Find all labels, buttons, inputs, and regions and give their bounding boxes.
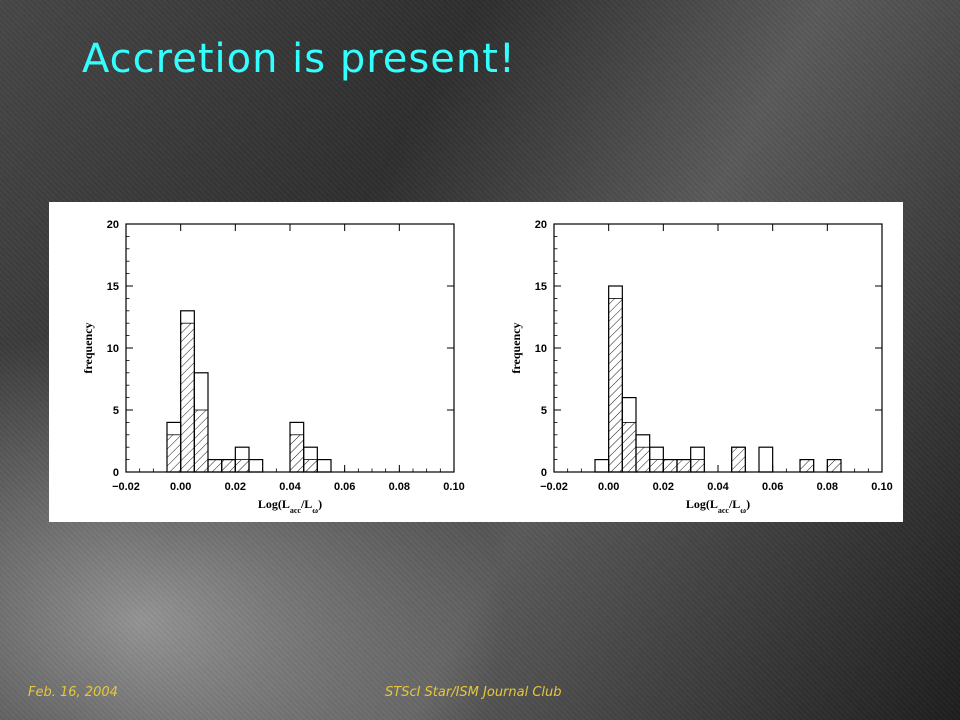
open-bar [316,459,332,473]
y-tick-label: 15 [107,281,119,293]
hatched-bar [731,446,746,473]
x-axis-label: Log(Lacc/Lω) [686,497,750,515]
x-tick-label: 0.02 [653,481,674,493]
x-tick-label: 0.04 [707,481,729,493]
histogram-panel-2: −0.02 0.00 0.02 0.04 0.06 0.08 0.10 0 5 10 15 20 fre… [509,219,893,515]
x-tick-label: −0.02 [112,481,140,493]
hatched-bar [676,459,692,473]
x-tick-label: 0.10 [443,481,464,493]
footer-club: STScI Star/ISM Journal Club [385,685,562,700]
y-tick-label: 15 [535,281,547,293]
x-tick-label: 0.08 [389,481,410,493]
y-tick-label: 0 [113,467,119,479]
x-tick-label: 0.06 [762,481,783,493]
y-tick-label: 10 [107,343,119,355]
x-tick-label: −0.02 [540,481,568,493]
hatched-bar [221,459,236,473]
y-tick-label: 5 [113,405,119,417]
hatched-bar [662,459,678,473]
hatched-bar [826,459,842,473]
hatched-bar [234,459,250,473]
hatched-bar [180,322,195,473]
footer-date: Feb. 16, 2004 [28,685,118,700]
x-tick-label: 0.08 [817,481,838,493]
slide-title: Accretion is present! [82,36,516,82]
x-tick-label: 0.00 [170,481,191,493]
hatched-bar [608,298,623,473]
y-tick-label: 10 [535,343,547,355]
x-tick-label: 0.02 [225,481,246,493]
figure-panel: −0.02 0.00 0.02 0.04 0.06 0.08 0.10 0 5 10 15 20 fre… [49,202,903,522]
histogram-figure: −0.02 0.00 0.02 0.04 0.06 0.08 0.10 0 5 10 15 20 fre… [81,219,893,515]
hatched-bar [193,409,209,473]
hatched-bar [289,434,305,473]
hatched-bar [303,459,318,473]
y-axis-label: frequency [81,322,95,373]
hatched-bar [621,421,637,473]
open-bar [594,459,610,473]
y-tick-label: 20 [107,219,119,231]
hatched-bar [207,459,223,473]
x-tick-label: 0.06 [334,481,355,493]
y-axis-label: frequency [509,322,523,373]
hatched-bar [690,459,705,473]
open-bar [758,446,774,473]
y-tick-label: 20 [535,219,547,231]
hatched-bar [799,459,815,473]
x-tick-label: 0.00 [598,481,619,493]
hatched-bar [635,446,651,473]
histogram-panel-1: −0.02 0.00 0.02 0.04 0.06 0.08 0.10 0 5 10 15 20 fre… [81,219,465,515]
x-tick-label: 0.10 [871,481,892,493]
x-tick-label: 0.04 [279,481,301,493]
open-bar [248,459,264,473]
y-tick-label: 0 [541,467,547,479]
hatched-bar [649,459,664,473]
plot-frame [553,223,883,473]
hatched-bar [166,434,182,473]
x-axis-label: Log(Lacc/Lω) [258,497,322,515]
y-tick-label: 5 [541,405,547,417]
